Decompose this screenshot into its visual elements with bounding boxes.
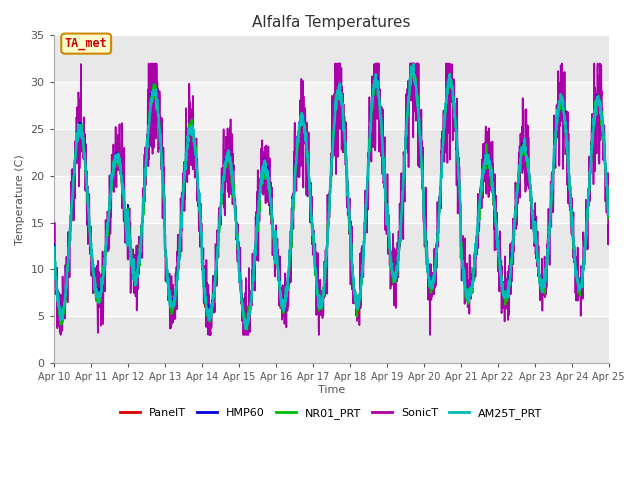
- PanelT: [305, 177, 313, 183]
- Legend: PanelT, HMP60, NR01_PRT, SonicT, AM25T_PRT: PanelT, HMP60, NR01_PRT, SonicT, AM25T_P…: [116, 403, 547, 423]
- Line: HMP60: HMP60: [54, 66, 609, 325]
- SonicT: [605, 241, 612, 247]
- HMP60: [78, 126, 86, 132]
- NR01_PRT: [605, 212, 612, 217]
- SonicT: [320, 295, 328, 300]
- PanelT: [409, 63, 417, 69]
- HMP60: [488, 166, 495, 172]
- Line: SonicT: SonicT: [54, 63, 609, 335]
- SonicT: [305, 179, 313, 184]
- HMP60: [410, 63, 417, 69]
- AM25T_PRT: [320, 288, 328, 293]
- SonicT: [589, 135, 597, 141]
- Line: AM25T_PRT: AM25T_PRT: [54, 64, 609, 329]
- AM25T_PRT: [410, 61, 417, 67]
- AM25T_PRT: [605, 212, 612, 218]
- Bar: [54, 176, 609, 223]
- Y-axis label: Temperature (C): Temperature (C): [15, 154, 25, 244]
- AM25T_PRT: [589, 130, 596, 135]
- PanelT: [244, 324, 252, 330]
- PanelT: [50, 250, 58, 255]
- SonicT: [488, 171, 495, 177]
- AM25T_PRT: [589, 127, 597, 133]
- AM25T_PRT: [488, 167, 495, 172]
- SonicT: [589, 135, 596, 141]
- X-axis label: Time: Time: [317, 385, 345, 395]
- NR01_PRT: [243, 327, 251, 333]
- SonicT: [50, 271, 58, 276]
- NR01_PRT: [320, 289, 328, 295]
- Bar: [54, 82, 609, 129]
- HMP60: [320, 288, 328, 294]
- Line: PanelT: PanelT: [54, 66, 609, 327]
- PanelT: [589, 127, 597, 133]
- PanelT: [78, 132, 86, 138]
- HMP60: [589, 124, 597, 130]
- SonicT: [79, 142, 86, 147]
- AM25T_PRT: [305, 175, 313, 181]
- HMP60: [50, 244, 58, 250]
- SonicT: [145, 60, 152, 66]
- AM25T_PRT: [78, 132, 86, 138]
- HMP60: [305, 176, 313, 181]
- HMP60: [589, 123, 596, 129]
- Bar: [54, 269, 609, 316]
- PanelT: [589, 132, 596, 138]
- NR01_PRT: [589, 138, 596, 144]
- AM25T_PRT: [243, 326, 250, 332]
- AM25T_PRT: [50, 245, 58, 251]
- HMP60: [605, 213, 612, 218]
- Text: TA_met: TA_met: [65, 37, 108, 50]
- PanelT: [320, 287, 328, 293]
- NR01_PRT: [78, 127, 86, 132]
- PanelT: [605, 216, 612, 222]
- NR01_PRT: [488, 165, 495, 170]
- SonicT: [57, 332, 65, 338]
- Line: NR01_PRT: NR01_PRT: [54, 67, 609, 330]
- NR01_PRT: [305, 177, 313, 183]
- NR01_PRT: [589, 128, 597, 134]
- Title: Alfalfa Temperatures: Alfalfa Temperatures: [252, 15, 410, 30]
- HMP60: [242, 322, 250, 328]
- PanelT: [488, 170, 495, 176]
- NR01_PRT: [408, 64, 415, 70]
- NR01_PRT: [50, 245, 58, 251]
